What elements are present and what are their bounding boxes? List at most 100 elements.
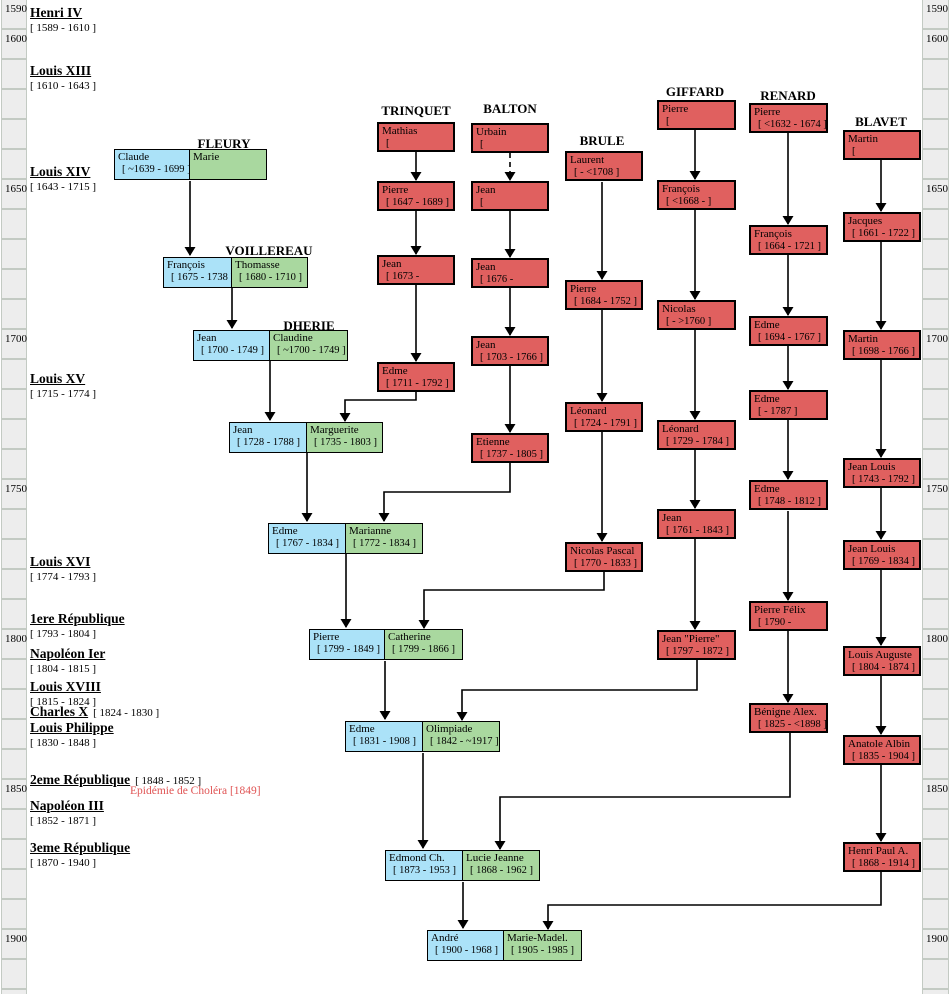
person-box[interactable]: Jean Louis[ 1769 - 1834 ] xyxy=(843,540,921,570)
person-box[interactable]: Jacques[ 1661 - 1722 ] xyxy=(843,212,921,242)
person-dates: [ 1647 - 1689 ] xyxy=(386,196,449,208)
timeline-year-label: 1800 xyxy=(926,633,948,645)
person-box[interactable]: Edme[ 1711 - 1792 ] xyxy=(377,362,455,392)
person-box[interactable]: Pierre[ xyxy=(657,100,736,130)
person-box[interactable]: Martin[ 1698 - 1766 ] xyxy=(843,330,921,360)
person-box[interactable]: Jean[ 1761 - 1843 ] xyxy=(657,509,736,539)
person-box-wife[interactable]: Olimpiade[ 1842 - ~1917 ] xyxy=(422,721,500,752)
person-box[interactable]: Jean[ 1676 - xyxy=(471,258,549,288)
person-box-wife[interactable]: Marianne[ 1772 - 1834 ] xyxy=(345,523,423,554)
person-box[interactable]: Edme[ 1748 - 1812 ] xyxy=(749,480,828,510)
person-box[interactable]: François[ 1664 - 1721 ] xyxy=(749,225,828,255)
person-box[interactable]: Edme[ - 1787 ] xyxy=(749,390,828,420)
person-box[interactable]: Laurent[ - <1708 ] xyxy=(565,151,643,181)
person-name: André xyxy=(431,932,459,944)
family-name-header: DHERIE xyxy=(283,318,335,333)
person-dates: [ 1799 - 1866 ] xyxy=(392,643,455,655)
person-box-wife[interactable]: Marie-Madel.[ 1905 - 1985 ] xyxy=(503,930,582,961)
descent-arrowhead xyxy=(875,321,887,330)
person-box[interactable]: Bénigne Alex.[ 1825 - <1898 ] xyxy=(749,703,828,733)
person-box-husband[interactable]: Edmond Ch.[ 1873 - 1953 ] xyxy=(385,850,463,881)
person-box-husband[interactable]: André[ 1900 - 1968 ] xyxy=(427,930,504,961)
person-name: Jean xyxy=(382,258,402,270)
person-name: Claude xyxy=(118,151,150,163)
person-box[interactable]: Louis Auguste[ 1804 - 1874 ] xyxy=(843,646,921,676)
person-dates: [ 1748 - 1812 ] xyxy=(758,495,821,507)
person-box-husband[interactable]: Edme[ 1767 - 1834 ] xyxy=(268,523,346,554)
descent-arrowhead xyxy=(457,920,469,929)
descent-arrowhead xyxy=(379,711,391,720)
person-box-husband[interactable]: Pierre[ 1799 - 1849 ] xyxy=(309,629,385,660)
reign-period: Napoléon Ier [ 1804 - 1815 ] xyxy=(30,645,105,676)
person-name: Jean Louis xyxy=(848,461,896,473)
person-box[interactable]: Nicolas[ - >1760 ] xyxy=(657,300,736,330)
person-box[interactable]: Edme[ 1694 - 1767 ] xyxy=(749,316,828,346)
person-name: Thomasse xyxy=(235,259,280,271)
person-box-husband[interactable]: François[ 1675 - 1738 ] xyxy=(163,257,232,288)
person-dates: [ 1737 - 1805 ] xyxy=(480,448,543,460)
person-box[interactable]: Martin[ xyxy=(843,130,921,160)
family-name-header: VOILLEREAU xyxy=(225,243,313,258)
person-box[interactable]: Etienne[ 1737 - 1805 ] xyxy=(471,433,549,463)
person-box[interactable]: Pierre[ 1684 - 1752 ] xyxy=(565,280,643,310)
person-box[interactable]: Anatole Albin[ 1835 - 1904 ] xyxy=(843,735,921,765)
reign-name: 2eme République xyxy=(30,772,131,787)
person-box[interactable]: Jean[ xyxy=(471,181,549,211)
person-box-wife[interactable]: Claudine[ ~1700 - 1749 ] xyxy=(269,330,348,361)
person-box-husband[interactable]: Claude[ ~1639 - 1699 ] xyxy=(114,149,190,180)
descent-arrowhead xyxy=(504,327,516,336)
family-name-header: TRINQUET xyxy=(381,103,451,118)
person-box[interactable]: Urbain[ xyxy=(471,123,549,153)
person-box-wife[interactable]: Lucie Jeanne[ 1868 - 1962 ] xyxy=(462,850,540,881)
descent-arrowhead xyxy=(689,411,701,420)
person-box[interactable]: Pierre[ <1632 - 1674 ] xyxy=(749,103,828,133)
person-box[interactable]: Pierre[ 1647 - 1689 ] xyxy=(377,181,455,211)
timeline-cell xyxy=(922,479,949,509)
descent-arrowhead xyxy=(689,621,701,630)
timeline-cell xyxy=(1,149,27,179)
person-box[interactable]: Jean Louis[ 1743 - 1792 ] xyxy=(843,458,921,488)
person-box-husband[interactable]: Edme[ 1831 - 1908 ] xyxy=(345,721,423,752)
person-dates: [ 1735 - 1803 ] xyxy=(314,436,377,448)
timeline-cell xyxy=(1,869,27,899)
person-box[interactable]: Nicolas Pascal[ 1770 - 1833 ] xyxy=(565,542,643,572)
person-box[interactable]: Pierre Félix[ 1790 - xyxy=(749,601,828,631)
person-box-wife[interactable]: Marie xyxy=(189,149,267,180)
person-box[interactable]: Jean[ 1703 - 1766 ] xyxy=(471,336,549,366)
person-box[interactable]: Jean "Pierre"[ 1797 - 1872 ] xyxy=(657,630,736,660)
reign-dates: [ 1774 - 1793 ] xyxy=(30,571,96,583)
person-box[interactable]: François[ <1668 - ] xyxy=(657,180,736,210)
person-name: Edme xyxy=(349,723,375,735)
reign-dates: [ 1848 - 1852 ] xyxy=(135,775,202,787)
person-box-wife[interactable]: Marguerite[ 1735 - 1803 ] xyxy=(306,422,383,453)
person-box[interactable]: Léonard[ 1724 - 1791 ] xyxy=(565,402,643,432)
descent-arrowhead xyxy=(494,841,506,850)
family-name-header: BLAVET xyxy=(855,114,907,129)
person-name: Léonard xyxy=(570,405,607,417)
timeline-cell xyxy=(1,29,27,59)
person-box[interactable]: Léonard[ 1729 - 1784 ] xyxy=(657,420,736,450)
person-name: Edmond Ch. xyxy=(389,852,445,864)
person-box[interactable]: Henri Paul A.[ 1868 - 1914 ] xyxy=(843,842,921,872)
person-name: Edme xyxy=(754,483,780,495)
descent-arrowhead xyxy=(504,172,516,181)
person-box[interactable]: Jean[ 1673 - xyxy=(377,255,455,285)
person-name: Edme xyxy=(382,365,408,377)
timeline-cell xyxy=(1,689,27,719)
person-box[interactable]: Mathias[ xyxy=(377,122,455,152)
descent-arrowhead xyxy=(504,249,516,258)
person-box-husband[interactable]: Jean[ 1700 - 1749 ] xyxy=(193,330,270,361)
person-box-wife[interactable]: Catherine[ 1799 - 1866 ] xyxy=(384,629,463,660)
timeline-cell xyxy=(922,869,949,899)
timeline-year-label: 1850 xyxy=(926,783,948,795)
person-dates: [ 1729 - 1784 ] xyxy=(666,435,729,447)
family-name-header: GIFFARD xyxy=(665,84,725,99)
person-name: Catherine xyxy=(388,631,431,643)
timeline-cell xyxy=(922,269,949,299)
person-box-wife[interactable]: Thomasse[ 1680 - 1710 ] xyxy=(231,257,308,288)
timeline-cell xyxy=(922,779,949,809)
person-box-husband[interactable]: Jean[ 1728 - 1788 ] xyxy=(229,422,307,453)
couple-box: Pierre[ 1799 - 1849 ] Catherine[ 1799 - 1… xyxy=(309,629,463,660)
timeline-cell xyxy=(1,569,27,599)
timeline-right: 1590 1600 1650 1700 1750 1800 1850 1900 xyxy=(922,0,949,994)
